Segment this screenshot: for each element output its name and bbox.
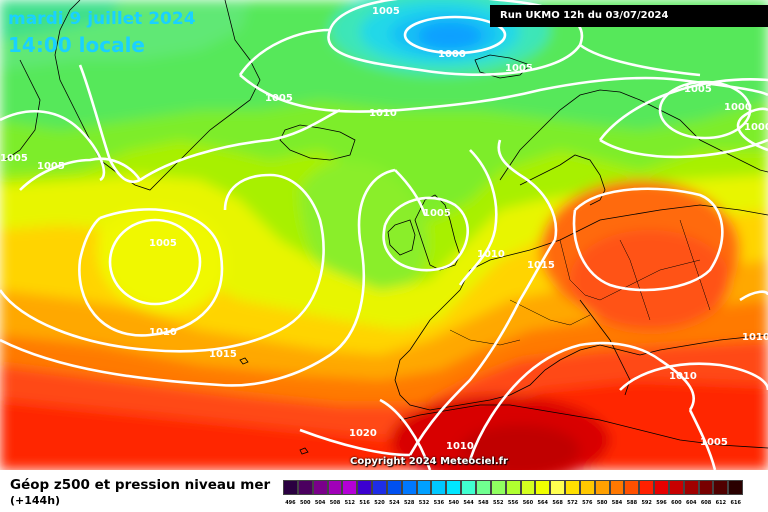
legend-value: 600 — [671, 500, 682, 506]
isobar-label: 1020 — [349, 428, 377, 439]
legend-value: 532 — [418, 500, 430, 506]
isobar-label: 1015 — [209, 349, 237, 360]
legend-swatch — [654, 480, 669, 495]
legend-swatch — [401, 480, 417, 495]
isobar-label: 1010 — [669, 371, 697, 382]
legend-value: 536 — [433, 500, 445, 506]
legend-swatch — [594, 480, 610, 495]
legend-swatch — [609, 480, 625, 495]
isobar-label: 1015 — [527, 260, 555, 271]
legend-swatch — [357, 480, 373, 495]
legend-swatch — [683, 480, 699, 495]
isobar-label: 1010 — [742, 332, 768, 343]
isobar-label: 1010 — [446, 441, 474, 452]
isobar-label: 1005 — [372, 6, 400, 17]
isobar-label: 1005 — [700, 437, 728, 448]
isobar-label: 1005 — [149, 238, 177, 249]
lead-time: (+144h) — [10, 494, 61, 507]
legend-swatch — [550, 480, 566, 495]
legend-value: 512 — [344, 500, 356, 506]
legend-swatch — [668, 480, 684, 495]
isobar-label: 1000 — [438, 49, 466, 60]
forecast-time: 14:00 locale — [8, 33, 145, 57]
legend-value: 612 — [715, 500, 727, 506]
map-caption: Géop z500 et pression niveau mer — [10, 477, 271, 493]
legend-swatch — [698, 480, 714, 495]
run-info-box: Run UKMO 12h du 03/07/2024 — [490, 5, 768, 27]
legend-panel: Géop z500 et pression niveau mer (+144h)… — [0, 470, 768, 512]
forecast-date: mardi 9 juillet 2024 — [8, 9, 196, 29]
legend-swatch — [416, 480, 432, 495]
legend-swatch — [505, 480, 521, 495]
legend-swatch — [431, 480, 447, 495]
legend-value: 580 — [596, 500, 608, 506]
legend-value: 556 — [507, 500, 519, 506]
color-scale — [283, 480, 744, 495]
isobar-label: 1005 — [505, 63, 533, 74]
legend-value: 576 — [582, 500, 593, 506]
legend-value: 540 — [448, 500, 459, 506]
isobar-label: 1010 — [369, 108, 397, 119]
legend-value: 548 — [478, 500, 489, 506]
legend-swatch — [475, 480, 491, 495]
isobar-label: 1005 — [37, 161, 65, 172]
legend-value: 616 — [730, 500, 741, 506]
legend-swatch — [283, 480, 298, 495]
legend-swatch — [639, 480, 655, 495]
legend-swatch — [713, 480, 729, 495]
legend-swatch — [579, 480, 595, 495]
legend-value: 520 — [374, 500, 385, 506]
geopotential-map: 1005 1000 1005 1005 1010 1005 1000 1000 … — [0, 0, 768, 470]
legend-swatch — [565, 480, 580, 495]
copyright-notice: Copyright 2024 Meteociel.fr — [350, 456, 508, 467]
isobar-label: 1005 — [0, 153, 28, 164]
isobar-label: 1010 — [149, 327, 177, 338]
isobar-label: 1005 — [265, 93, 293, 104]
legend-swatch — [461, 480, 476, 495]
legend-value: 584 — [611, 500, 623, 506]
isobar-label: 1005 — [423, 208, 451, 219]
legend-value: 552 — [493, 500, 504, 506]
legend-value: 588 — [626, 500, 638, 506]
legend-value: 596 — [656, 500, 667, 506]
legend-swatch — [312, 480, 328, 495]
legend-value: 564 — [537, 500, 548, 506]
legend-value: 604 — [685, 500, 697, 506]
legend-value: 508 — [329, 500, 341, 506]
legend-value: 568 — [552, 500, 563, 506]
isobar-label: 1005 — [684, 84, 712, 95]
isobars — [0, 0, 768, 470]
legend-swatch — [446, 480, 462, 495]
legend-value: 528 — [403, 500, 415, 506]
isobar-label: 1000 — [724, 102, 752, 113]
legend-value: 524 — [389, 500, 400, 506]
isobar-label: 1010 — [477, 249, 505, 260]
legend-value: 544 — [463, 500, 474, 506]
legend-swatch — [342, 480, 358, 495]
legend-swatch — [327, 480, 343, 495]
legend-swatch — [728, 480, 744, 495]
legend-value: 516 — [359, 500, 370, 506]
legend-swatch — [535, 480, 551, 495]
isobar-label: 1000 — [744, 122, 768, 133]
legend-swatch — [386, 480, 402, 495]
legend-value: 572 — [567, 500, 578, 506]
legend-swatch — [624, 480, 640, 495]
legend-value: 504 — [314, 500, 326, 506]
legend-value: 592 — [641, 500, 652, 506]
legend-swatch — [490, 480, 506, 495]
legend-value: 500 — [300, 500, 311, 506]
legend-value: 496 — [285, 500, 296, 506]
legend-swatch — [372, 480, 387, 495]
legend-value: 560 — [522, 500, 534, 506]
isobar-labels: 1005 1000 1005 1005 1010 1005 1000 1000 … — [0, 6, 768, 452]
color-scale-labels: 496 500 504 508 512 516 520 524 528 532 536 540 544 5… — [283, 500, 743, 506]
run-info-text: Run UKMO 12h du 03/07/2024 — [500, 10, 669, 21]
legend-swatch — [297, 480, 313, 495]
legend-swatch — [520, 480, 536, 495]
legend-value: 608 — [700, 500, 712, 506]
coastlines — [4, 0, 768, 455]
